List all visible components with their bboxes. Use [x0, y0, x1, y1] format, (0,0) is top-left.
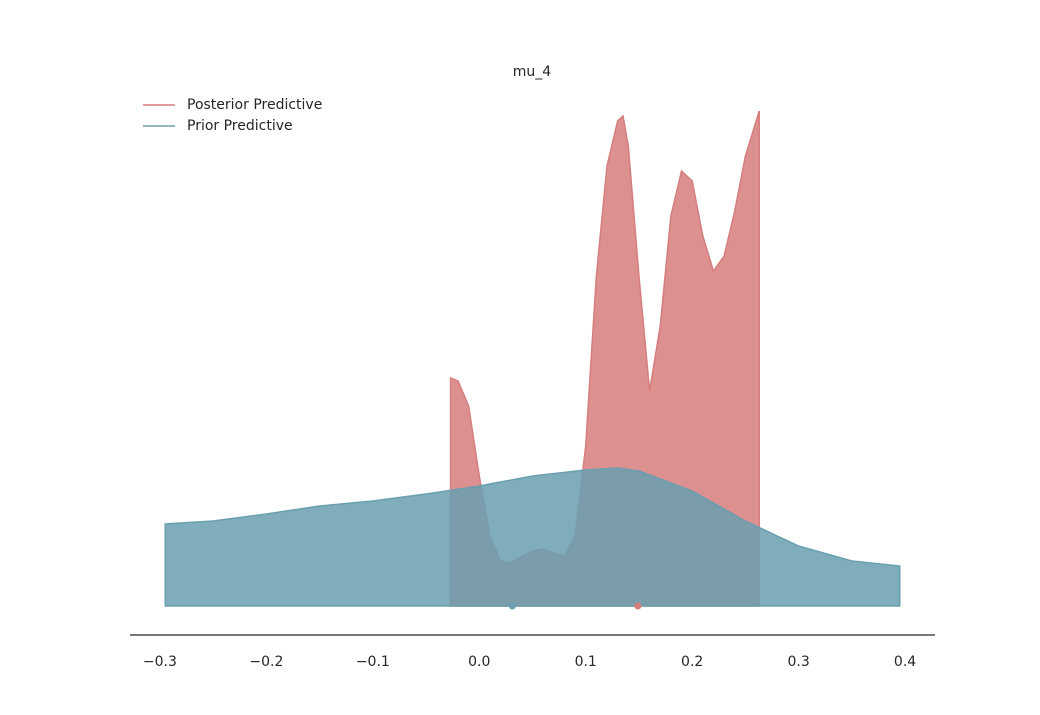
chart-title: mu_4 — [513, 64, 552, 80]
x-tick-label: 0.0 — [468, 654, 490, 670]
point-estimate — [634, 602, 642, 610]
density-area — [164, 467, 901, 607]
x-tick-label: 0.1 — [575, 654, 597, 670]
point-estimate — [508, 602, 516, 610]
x-tick-label: 0.3 — [787, 654, 809, 670]
x-tick-label: −0.1 — [356, 654, 390, 670]
x-tick-label: 0.2 — [681, 654, 703, 670]
legend-label: Posterior Predictive — [187, 97, 322, 113]
x-tick-label: 0.4 — [894, 654, 916, 670]
legend-label: Prior Predictive — [187, 118, 293, 134]
x-tick-label: −0.3 — [143, 654, 177, 670]
x-tick-label: −0.2 — [249, 654, 283, 670]
